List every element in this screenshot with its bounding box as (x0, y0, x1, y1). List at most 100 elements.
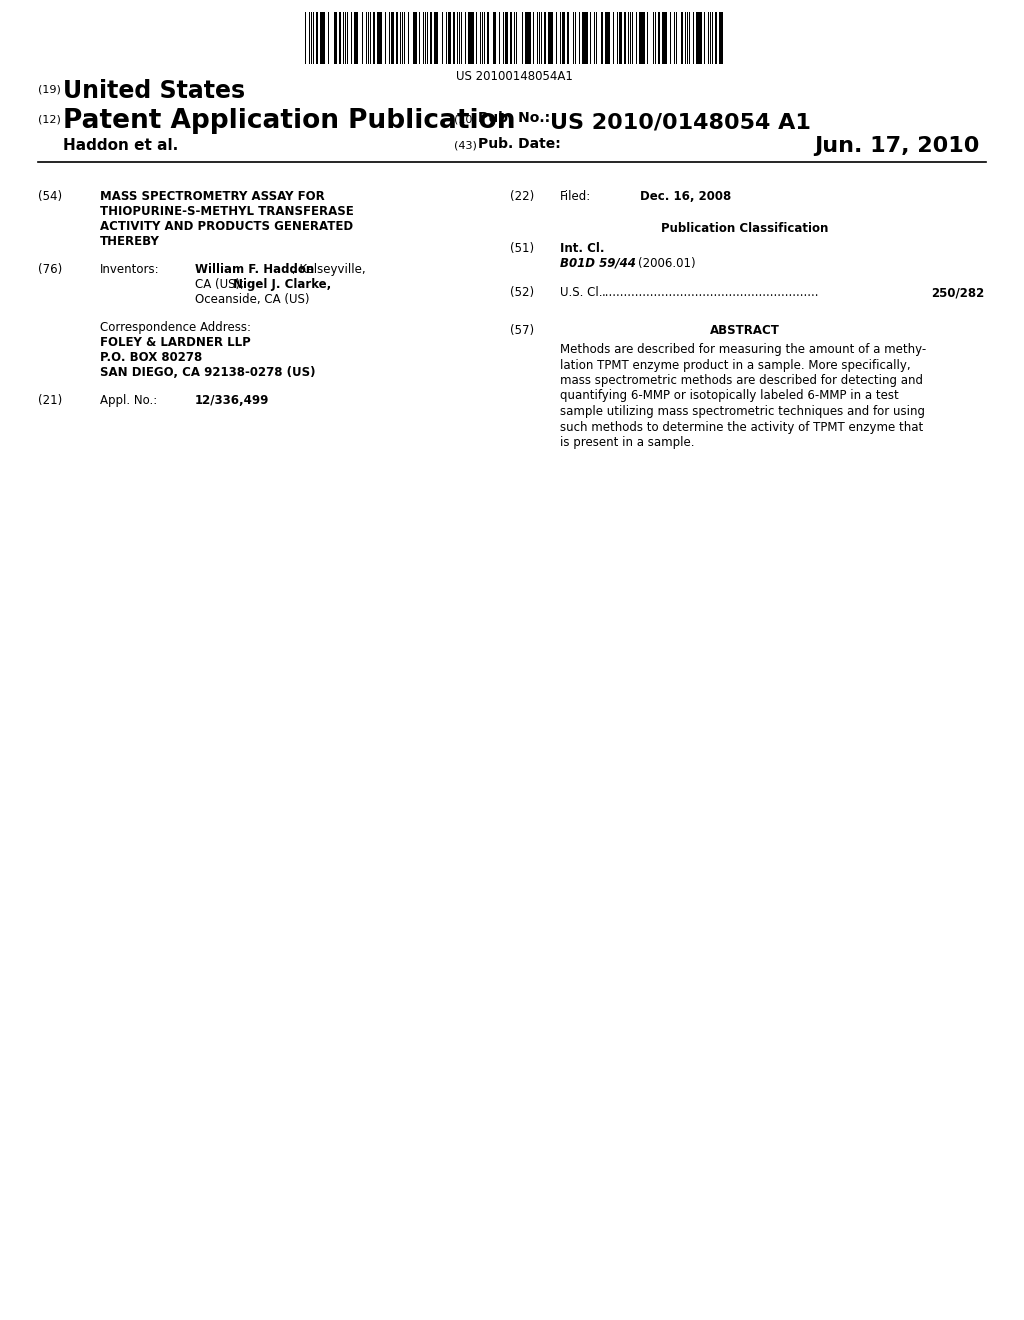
Bar (590, 12, 592, 63)
Bar (343, 12, 344, 63)
Bar (316, 12, 317, 63)
Bar (494, 12, 495, 63)
Text: (19): (19) (38, 84, 60, 94)
Bar (594, 12, 595, 63)
Bar (567, 12, 568, 63)
Text: (57): (57) (510, 323, 535, 337)
Bar (525, 12, 526, 63)
Bar (687, 12, 688, 63)
Bar (719, 12, 721, 63)
Bar (583, 12, 584, 63)
Text: ..........................................................: ........................................… (602, 286, 819, 300)
Text: US 2010/0148054 A1: US 2010/0148054 A1 (550, 112, 811, 132)
Bar (674, 12, 675, 63)
Bar (436, 12, 437, 63)
Bar (414, 12, 415, 63)
Text: Oceanside, CA (US): Oceanside, CA (US) (195, 293, 309, 306)
Text: THIOPURINE-S-METHYL TRANSFERASE: THIOPURINE-S-METHYL TRANSFERASE (100, 205, 353, 218)
Bar (510, 12, 512, 63)
Bar (441, 12, 443, 63)
Bar (559, 12, 561, 63)
Bar (625, 12, 626, 63)
Text: (43): (43) (454, 140, 477, 150)
Bar (685, 12, 686, 63)
Text: (52): (52) (510, 286, 535, 300)
Bar (550, 12, 552, 63)
Bar (396, 12, 397, 63)
Text: 12/336,499: 12/336,499 (195, 393, 269, 407)
Bar (483, 12, 485, 63)
Text: , Kelseyville,: , Kelseyville, (292, 263, 366, 276)
Bar (328, 12, 330, 63)
Bar (507, 12, 508, 63)
Bar (636, 12, 637, 63)
Bar (356, 12, 357, 63)
Bar (368, 12, 369, 63)
Bar (572, 12, 574, 63)
Bar (403, 12, 406, 63)
Bar (556, 12, 557, 63)
Bar (323, 12, 324, 63)
Bar (630, 12, 632, 63)
Text: (21): (21) (38, 393, 62, 407)
Text: (12): (12) (38, 114, 60, 124)
Bar (579, 12, 580, 63)
Bar (334, 12, 335, 63)
Bar (601, 12, 603, 63)
Bar (423, 12, 424, 63)
Bar (548, 12, 550, 63)
Bar (381, 12, 382, 63)
Bar (366, 12, 368, 63)
Bar (450, 12, 451, 63)
Bar (527, 12, 528, 63)
Text: FOLEY & LARDNER LLP: FOLEY & LARDNER LLP (100, 337, 251, 348)
Bar (362, 12, 364, 63)
Text: U.S. Cl.: U.S. Cl. (560, 286, 602, 300)
Bar (505, 12, 506, 63)
Text: ACTIVITY AND PRODUCTS GENERATED: ACTIVITY AND PRODUCTS GENERATED (100, 220, 353, 234)
Text: Methods are described for measuring the amount of a methy-: Methods are described for measuring the … (560, 343, 927, 356)
Bar (324, 12, 326, 63)
Bar (310, 12, 312, 63)
Bar (666, 12, 668, 63)
Bar (468, 12, 470, 63)
Bar (705, 12, 706, 63)
Text: Correspondence Address:: Correspondence Address: (100, 321, 251, 334)
Bar (596, 12, 597, 63)
Text: (10): (10) (454, 114, 477, 124)
Bar (639, 12, 641, 63)
Bar (643, 12, 645, 63)
Bar (516, 12, 517, 63)
Bar (609, 12, 610, 63)
Bar (425, 12, 426, 63)
Bar (552, 12, 553, 63)
Bar (370, 12, 371, 63)
Text: Filed:: Filed: (560, 190, 591, 203)
Bar (628, 12, 630, 63)
Bar (465, 12, 466, 63)
Bar (447, 12, 449, 63)
Bar (574, 12, 577, 63)
Bar (712, 12, 713, 63)
Bar (503, 12, 504, 63)
Bar (339, 12, 341, 63)
Text: is present in a sample.: is present in a sample. (560, 436, 694, 449)
Bar (480, 12, 481, 63)
Bar (692, 12, 694, 63)
Bar (350, 12, 352, 63)
Bar (696, 12, 697, 63)
Text: ABSTRACT: ABSTRACT (710, 323, 780, 337)
Bar (408, 12, 409, 63)
Text: THEREBY: THEREBY (100, 235, 160, 248)
Bar (388, 12, 390, 63)
Bar (457, 12, 459, 63)
Bar (470, 12, 472, 63)
Bar (605, 12, 606, 63)
Bar (454, 12, 455, 63)
Text: (76): (76) (38, 263, 62, 276)
Bar (377, 12, 379, 63)
Bar (419, 12, 421, 63)
Bar (537, 12, 539, 63)
Bar (616, 12, 618, 63)
Text: Nigel J. Clarke,: Nigel J. Clarke, (233, 279, 331, 290)
